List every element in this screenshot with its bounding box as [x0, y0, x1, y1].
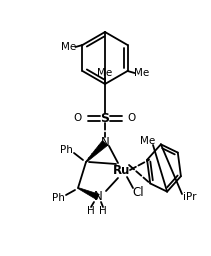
Text: Me: Me	[140, 136, 156, 146]
Text: iPr: iPr	[183, 192, 197, 202]
Text: O: O	[128, 113, 136, 123]
Polygon shape	[86, 141, 107, 162]
Text: H: H	[87, 206, 95, 216]
Text: Ru: Ru	[113, 164, 131, 176]
Text: S: S	[100, 112, 110, 124]
Text: N: N	[94, 190, 102, 204]
Text: N: N	[101, 136, 109, 150]
Polygon shape	[78, 188, 99, 200]
Text: Me: Me	[61, 42, 76, 52]
Text: Ph: Ph	[51, 193, 64, 203]
Text: Me: Me	[97, 68, 113, 78]
Text: H: H	[99, 206, 107, 216]
Text: O: O	[74, 113, 82, 123]
Text: Me: Me	[134, 68, 149, 78]
Text: Cl: Cl	[132, 187, 144, 199]
Text: Ph: Ph	[60, 145, 72, 155]
